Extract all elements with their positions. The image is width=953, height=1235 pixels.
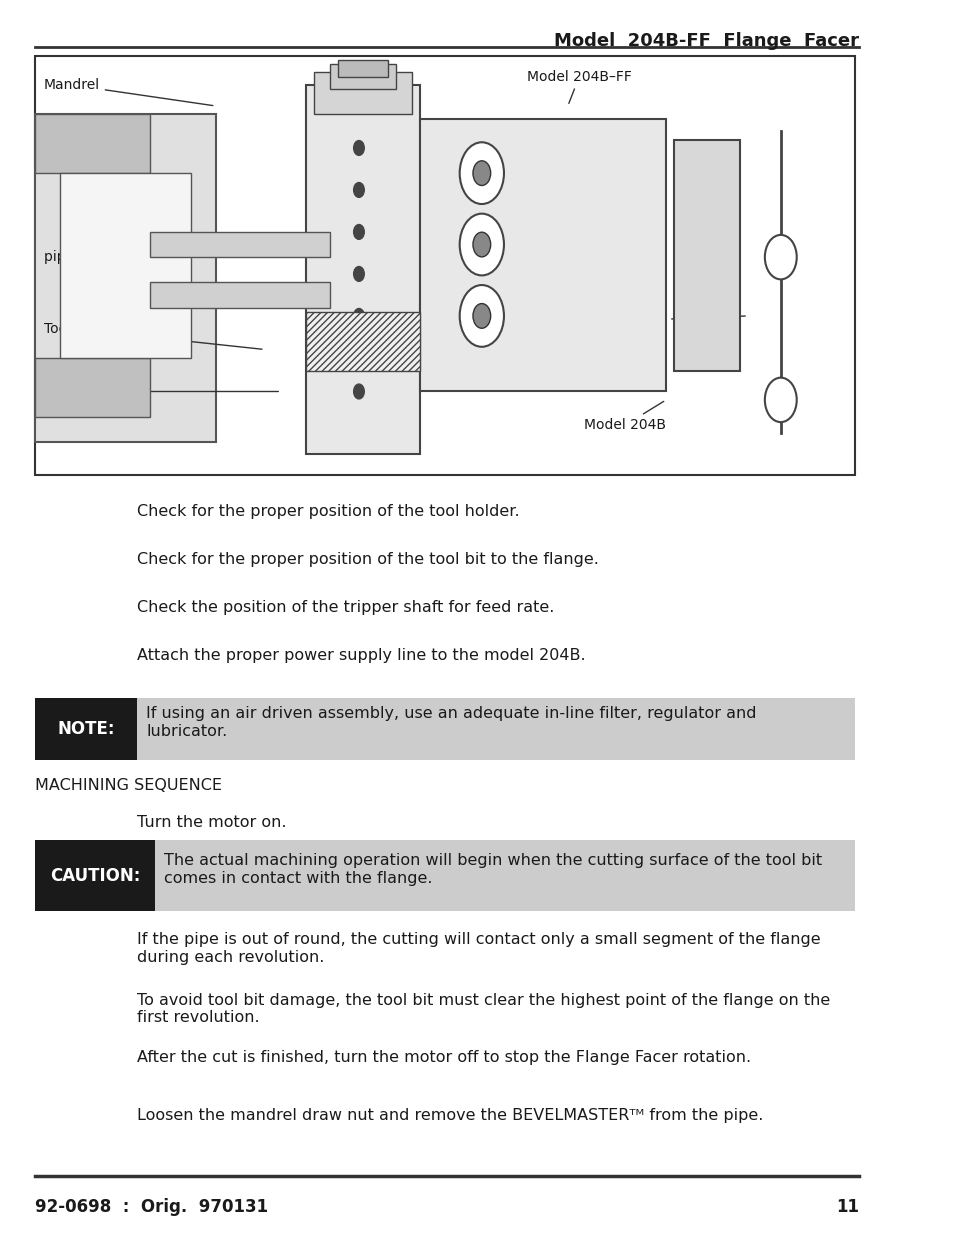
Text: Check for the proper position of the tool holder.: Check for the proper position of the too… <box>137 504 519 519</box>
Bar <box>330 64 395 89</box>
Text: If the pipe is out of round, the cutting will contact only a small segment of th: If the pipe is out of round, the cutting… <box>137 932 820 965</box>
Circle shape <box>354 267 364 282</box>
Circle shape <box>459 142 503 204</box>
Bar <box>150 232 330 257</box>
Circle shape <box>354 384 364 399</box>
Text: The actual machining operation will begin when the cutting surface of the tool b: The actual machining operation will begi… <box>164 853 821 885</box>
Bar <box>60 173 191 358</box>
Bar <box>35 840 854 911</box>
Text: Loosen the mandrel draw nut and remove the BEVELMASTERᵀᴹ from the pipe.: Loosen the mandrel draw nut and remove t… <box>137 1108 762 1123</box>
Text: pipe or tube: pipe or tube <box>44 251 148 285</box>
Text: If using an air driven assembly, use an adequate in-line filter, regulator and
l: If using an air driven assembly, use an … <box>146 706 756 739</box>
Text: Model 204B: Model 204B <box>583 401 665 432</box>
Bar <box>305 85 420 454</box>
Text: Check the position of the tripper shaft for feed rate.: Check the position of the tripper shaft … <box>137 600 554 615</box>
Bar <box>35 115 150 173</box>
Circle shape <box>764 378 796 422</box>
Text: To avoid tool bit damage, the tool bit must clear the highest point of the flang: To avoid tool bit damage, the tool bit m… <box>137 993 830 1025</box>
Circle shape <box>473 304 490 329</box>
Text: Turn the motor on.: Turn the motor on. <box>137 815 287 830</box>
Bar <box>305 311 420 370</box>
Text: MACHINING SEQUENCE: MACHINING SEQUENCE <box>35 778 222 793</box>
Circle shape <box>459 285 503 347</box>
Circle shape <box>354 309 364 324</box>
Bar <box>35 358 150 416</box>
Circle shape <box>473 161 490 185</box>
Text: Tripper: Tripper <box>618 314 744 327</box>
Circle shape <box>354 225 364 240</box>
Circle shape <box>459 214 503 275</box>
Bar <box>35 698 137 760</box>
Bar <box>338 59 387 77</box>
Bar <box>35 698 854 760</box>
Bar <box>35 840 154 911</box>
Text: Tool Bit: Tool Bit <box>44 321 262 350</box>
Bar <box>674 140 740 370</box>
Text: CAUTION:: CAUTION: <box>50 867 140 884</box>
Bar <box>314 73 412 115</box>
Bar <box>150 283 330 308</box>
Text: Check for the proper position of the tool bit to the flange.: Check for the proper position of the too… <box>137 552 598 567</box>
Bar <box>35 115 215 442</box>
FancyBboxPatch shape <box>35 56 854 475</box>
Circle shape <box>764 235 796 279</box>
Text: Attach the proper power supply line to the model 204B.: Attach the proper power supply line to t… <box>137 648 585 663</box>
Text: NOTE:: NOTE: <box>57 720 115 737</box>
Text: Mandrel: Mandrel <box>44 78 213 105</box>
Text: 11: 11 <box>835 1198 858 1216</box>
Text: Model 204B–FF: Model 204B–FF <box>526 69 631 104</box>
Bar <box>420 119 665 391</box>
Text: After the cut is finished, turn the motor off to stop the Flange Facer rotation.: After the cut is finished, turn the moto… <box>137 1050 751 1065</box>
Circle shape <box>473 232 490 257</box>
Text: 92-0698  :  Orig.  970131: 92-0698 : Orig. 970131 <box>35 1198 268 1216</box>
Circle shape <box>354 141 364 156</box>
Circle shape <box>354 183 364 198</box>
Text: Tool Holder: Tool Holder <box>44 384 278 399</box>
Text: Model  204B-FF  Flange  Facer: Model 204B-FF Flange Facer <box>554 32 858 51</box>
